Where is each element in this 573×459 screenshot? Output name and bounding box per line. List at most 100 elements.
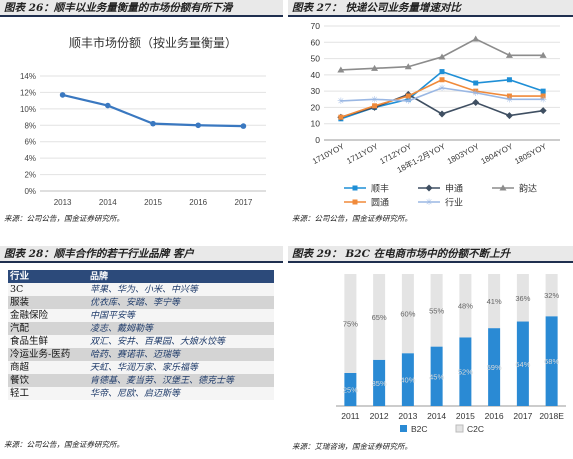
- bar-segment: [430, 274, 443, 347]
- table-row: 轻工 华帝、尼欧、启迈斯等: [8, 387, 274, 400]
- table-row: 服装 优衣库、安踏、李宁等: [8, 296, 274, 309]
- bar-segment: [516, 321, 529, 406]
- x-tick-label: 2014: [427, 411, 446, 421]
- x-tick-label: 1803YOY: [446, 142, 481, 167]
- data-point: [472, 35, 480, 42]
- source-note: 来源：公司公告，国金证券研究所。: [4, 214, 124, 223]
- x-tick-label: 2011: [341, 411, 360, 421]
- brand-table: 行业 品牌 3C 苹果、华为、小米、中兴等 服装 优衣库、安踏、李宁等 金融保险 中国平安等汽…: [8, 270, 274, 400]
- data-point: [540, 88, 546, 94]
- data-point: [240, 123, 247, 129]
- data-point: [338, 114, 344, 120]
- data-point: ✳: [337, 96, 345, 106]
- panel-title: 图表 27： 快递公司业务量增速对比: [288, 0, 573, 17]
- y-tick-label: 4%: [24, 154, 36, 163]
- table-header-row: 行业 品牌: [8, 270, 274, 283]
- y-tick-label: 6%: [24, 138, 36, 147]
- industry-cell: 服装: [8, 296, 88, 309]
- bar-segment: [488, 328, 501, 406]
- data-label: 55%: [429, 306, 444, 315]
- x-tick-label: 2017: [235, 198, 253, 207]
- legend-label: 申通: [445, 183, 463, 194]
- data-point: [405, 96, 411, 102]
- data-point: [150, 120, 156, 127]
- table-row: 汽配 凌志、戴姆勒等: [8, 322, 274, 335]
- panel-fig26: 图表 26：顺丰以业务量衡量的市场份额有所下滑 顺丰市场份额（按业务量衡量） 0%…: [0, 0, 283, 232]
- legend-swatch: [400, 425, 407, 432]
- data-label: 75%: [343, 320, 358, 329]
- y-tick-label: 70: [311, 21, 321, 31]
- data-point: ✳: [371, 94, 379, 104]
- data-point: [505, 51, 513, 58]
- bar-segment: [344, 274, 357, 373]
- industry-cell: 汽配: [8, 322, 88, 335]
- data-point: [438, 53, 446, 60]
- x-tick-label: 2014: [99, 198, 117, 207]
- legend-marker: [499, 184, 507, 191]
- data-label: 32%: [544, 291, 559, 300]
- y-tick-label: 0%: [24, 187, 36, 196]
- industry-cell: 冷运业务-医药: [8, 348, 88, 361]
- data-point: [438, 110, 446, 118]
- industry-cell: 3C: [8, 283, 88, 296]
- y-tick-label: 50: [311, 54, 321, 64]
- chart-fig26: 顺丰市场份额（按业务量衡量） 0% 2% 4% 6% 8% 10% 12% 14% 2013 201…: [20, 35, 266, 207]
- data-point: [505, 112, 513, 120]
- x-tick-label: 2015: [144, 198, 162, 207]
- x-tick-label: 2013: [398, 411, 417, 421]
- bar-segment: [373, 274, 386, 360]
- panel-fig28: 图表 28：顺丰合作的若干行业品牌 客户 行业 品牌 3C 苹果、华为、小米、中兴等服…: [0, 246, 283, 459]
- data-point: [473, 88, 479, 94]
- data-label: 52%: [458, 368, 473, 377]
- x-tick-label: 2017: [513, 411, 532, 421]
- data-label: 40%: [400, 376, 415, 385]
- brand-cell: 中国平安等: [88, 309, 274, 322]
- y-tick-label: 60: [311, 37, 321, 47]
- legend-label: C2C: [467, 424, 484, 434]
- data-point: [371, 64, 379, 71]
- data-label: 45%: [429, 372, 444, 381]
- data-point: [372, 103, 378, 109]
- bar-segment: [401, 353, 414, 406]
- y-tick-label: 20: [311, 102, 321, 112]
- data-label: 41%: [487, 297, 502, 306]
- table-row: 餐饮 肯德基、麦当劳、汉堡王、德克士等: [8, 374, 274, 387]
- x-tick-label: 2016: [189, 198, 207, 207]
- industry-cell: 商超: [8, 361, 88, 374]
- data-point: [473, 80, 479, 86]
- y-tick-label: 14%: [20, 72, 36, 81]
- panel-title: 图表 28：顺丰合作的若干行业品牌 客户: [0, 246, 283, 263]
- data-point: ✳: [472, 88, 480, 98]
- data-point: [539, 107, 547, 115]
- panel-fig27: 图表 27： 快递公司业务量增速对比 0 10 20 30 40 50 60 70 1710YO…: [288, 0, 573, 232]
- legend-marker: [425, 184, 433, 192]
- industry-cell: 食品生鲜: [8, 335, 88, 348]
- brand-cell: 哈药、赛诺菲、迈瑞等: [88, 348, 274, 361]
- legend-label: B2C: [411, 424, 428, 434]
- table-row: 冷运业务-医药 哈药、赛诺菲、迈瑞等: [8, 348, 274, 361]
- panel-title: 图表 26：顺丰以业务量衡量的市场份额有所下滑: [0, 0, 283, 17]
- data-point: [195, 122, 201, 129]
- brand-cell: 华帝、尼欧、启迈斯等: [88, 387, 274, 400]
- y-tick-label: 10: [311, 119, 321, 129]
- data-point: [105, 102, 111, 109]
- data-label: 25%: [343, 386, 358, 395]
- source-note: 来源：艾瑞咨询，国金证券研究所。: [292, 442, 412, 451]
- industry-cell: 行业: [8, 270, 88, 283]
- brand-cell: 凌志、戴姆勒等: [88, 322, 274, 335]
- x-tick-label: 1804YOY: [480, 142, 515, 167]
- brand-cell: 苹果、华为、小米、中兴等: [88, 283, 274, 296]
- data-label: 68%: [544, 357, 559, 366]
- y-tick-label: 10%: [20, 105, 36, 114]
- x-tick-label: 1710YOY: [311, 142, 346, 167]
- bar-segment: [344, 373, 357, 406]
- legend-marker: [352, 185, 358, 191]
- industry-cell: 轻工: [8, 387, 88, 400]
- industry-cell: 餐饮: [8, 374, 88, 387]
- data-point: [337, 66, 345, 73]
- data-label: 64%: [515, 360, 530, 369]
- data-label: 65%: [372, 313, 387, 322]
- x-tick-label: 2016: [485, 411, 504, 421]
- bar-segment: [459, 337, 472, 406]
